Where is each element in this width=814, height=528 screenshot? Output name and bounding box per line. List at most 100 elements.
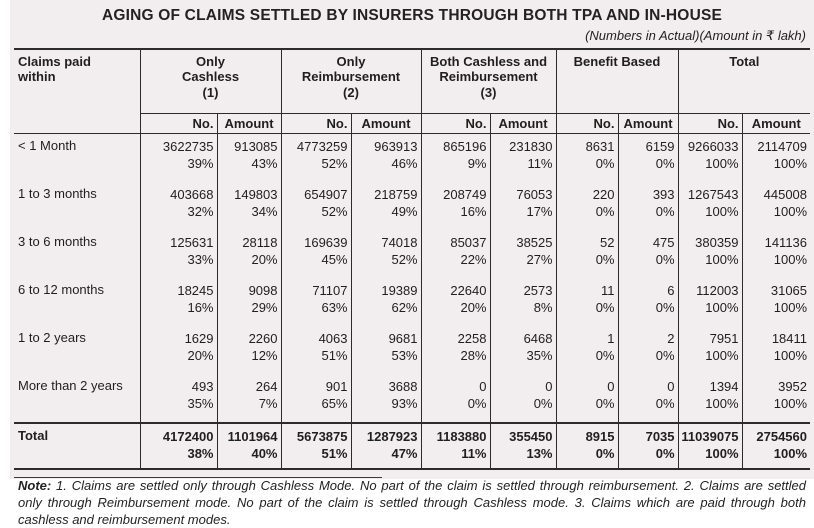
- cell-value: 0: [479, 378, 487, 394]
- amount-cell: 31065 100%: [741, 277, 811, 326]
- no-cell: 220 0%: [555, 181, 618, 230]
- no-cell: 85037 22%: [420, 229, 490, 278]
- cell-value: 22640: [450, 282, 487, 298]
- amount-cell: 264 7%: [216, 373, 281, 423]
- cell-percent: 29%: [251, 299, 278, 315]
- amount-cell: 2573 8%: [489, 277, 556, 326]
- cell-percent: 100%: [773, 347, 808, 363]
- cell-value: 11: [601, 282, 615, 298]
- no-cell: 1183880 11%: [420, 421, 490, 470]
- cell-value: 0: [667, 378, 675, 394]
- cell-value: 52: [600, 234, 615, 250]
- amount-cell: 3688 93%: [350, 373, 421, 423]
- cell-value: 208749: [443, 186, 487, 202]
- no-cell: 1394 100%: [677, 373, 743, 423]
- cell-value: 18411: [771, 330, 808, 346]
- cell-value: 2260: [248, 330, 278, 346]
- no-cell: 2258 28%: [420, 325, 490, 374]
- cell-value: 1394: [709, 378, 739, 394]
- col-group-total: Total: [677, 49, 811, 114]
- no-cell: 125631 33%: [139, 229, 217, 278]
- col-subheader-amount: Amount: [216, 113, 281, 134]
- col-subheader-no: No.: [677, 113, 743, 134]
- cell-percent: 0%: [467, 395, 487, 411]
- amount-cell: 3952 100%: [741, 373, 811, 423]
- cell-percent: 0%: [595, 347, 615, 363]
- cell-percent: 20%: [251, 251, 278, 267]
- table-row: 3 to 6 months 125631 33% 28118 20% 169639 45% 7…: [14, 229, 811, 278]
- cell-value: 4773259: [296, 138, 348, 154]
- cell-percent: 51%: [321, 347, 348, 363]
- cell-percent: 28%: [460, 347, 487, 363]
- cell-percent: 0%: [595, 395, 615, 411]
- amount-cell: 2754560 100%: [741, 421, 811, 470]
- cell-percent: 39%: [187, 155, 214, 171]
- note-label: Note:: [18, 477, 52, 493]
- amount-cell: 149803 34%: [216, 181, 281, 230]
- cell-value: 4063: [318, 330, 348, 346]
- col-group-only-reimbursement: Only Reimbursement (2): [280, 49, 421, 114]
- amount-cell: 38525 27%: [489, 229, 556, 278]
- no-cell: 8915 0%: [555, 421, 618, 470]
- cell-value: 141136: [764, 234, 808, 250]
- amount-cell: 9681 53%: [350, 325, 421, 374]
- cell-percent: 17%: [526, 203, 553, 219]
- amount-cell: 393 0%: [617, 181, 679, 230]
- no-cell: 11039075 100%: [677, 421, 743, 470]
- col-header-claims-paid-within: Claims paid within: [14, 49, 140, 134]
- cell-percent: 33%: [187, 251, 214, 267]
- amount-cell: 18411 100%: [741, 325, 811, 374]
- no-cell: 11 0%: [555, 277, 618, 326]
- cell-value: 1101964: [227, 428, 278, 444]
- amount-cell: 19389 62%: [350, 277, 421, 326]
- amount-cell: 2260 12%: [216, 325, 281, 374]
- cell-percent: 13%: [526, 445, 553, 461]
- no-cell: 208749 16%: [420, 181, 490, 230]
- amount-cell: 6159 0%: [617, 133, 679, 182]
- amount-cell: 9098 29%: [216, 277, 281, 326]
- amount-cell: 0 0%: [617, 373, 679, 423]
- cell-value: 85037: [450, 234, 487, 250]
- cell-percent: 63%: [321, 299, 348, 315]
- cell-percent: 93%: [391, 395, 418, 411]
- cell-value: 231830: [509, 138, 553, 154]
- cell-value: 445008: [763, 186, 808, 202]
- table-header: Claims paid within Only Cashless (1) Onl…: [14, 49, 811, 134]
- no-cell: 1 0%: [555, 325, 618, 374]
- cell-value: 654907: [304, 186, 348, 202]
- row-label: < 1 Month: [18, 137, 77, 153]
- cell-percent: 12%: [251, 347, 278, 363]
- cell-value: 9681: [388, 330, 418, 346]
- no-cell: 0 0%: [420, 373, 490, 423]
- no-cell: 5673875 51%: [280, 421, 351, 470]
- col-subheader-no: No.: [280, 113, 351, 134]
- no-cell: 18245 16%: [139, 277, 217, 326]
- no-cell: 403668 32%: [139, 181, 217, 230]
- amount-cell: 963913 46%: [350, 133, 421, 182]
- cell-percent: 100%: [773, 203, 808, 219]
- cell-value: 1629: [184, 330, 214, 346]
- cell-percent: 20%: [187, 347, 214, 363]
- table-body: < 1 Month 3622735 39% 913085 43% 4773259 52% 96…: [14, 133, 811, 423]
- amount-cell: 6468 35%: [489, 325, 556, 374]
- amount-cell: 1287923 47%: [350, 421, 421, 470]
- col-group-only-cashless: Only Cashless (1): [139, 49, 281, 114]
- amount-cell: 74018 52%: [350, 229, 421, 278]
- col-subheader-amount: Amount: [741, 113, 811, 134]
- cell-value: 493: [191, 378, 214, 394]
- cell-percent: 0%: [655, 445, 675, 461]
- cell-value: 38525: [516, 234, 553, 250]
- amount-cell: 445008 100%: [741, 181, 811, 230]
- amount-cell: 2 0%: [617, 325, 679, 374]
- cell-value: 1183880: [436, 428, 487, 444]
- amount-cell: 7035 0%: [617, 421, 679, 470]
- no-cell: 8631 0%: [555, 133, 618, 182]
- cell-value: 2114709: [757, 138, 808, 154]
- row-label: 3 to 6 months: [18, 233, 97, 249]
- cell-value: 112003: [696, 282, 739, 298]
- cell-percent: 100%: [705, 347, 739, 363]
- cell-value: 11039075: [681, 428, 739, 444]
- no-cell: 52 0%: [555, 229, 618, 278]
- amount-cell: 0 0%: [489, 373, 556, 423]
- cell-percent: 7%: [258, 395, 278, 411]
